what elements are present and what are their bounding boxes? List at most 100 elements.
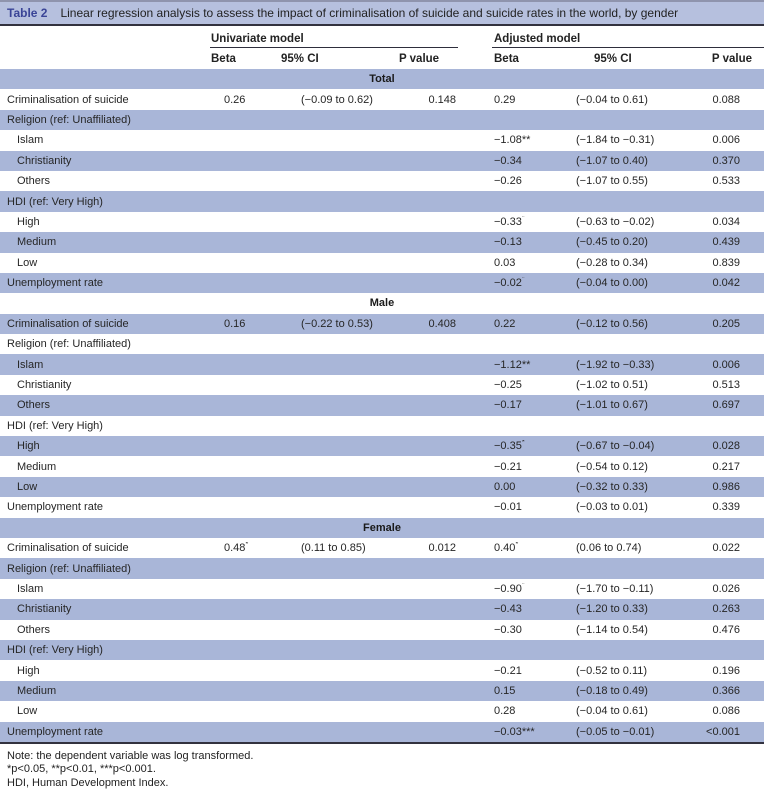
section-header-row: Female	[0, 517, 764, 538]
footnote-hdi-abbrev: HDI, Human Development Index.	[7, 776, 169, 789]
cell-adjusted-pvalue: 0.006	[712, 358, 740, 371]
header-adjusted-beta: Beta	[494, 52, 519, 65]
table-row: Medium −0.13 (−0.45 to 0.20) 0.439	[0, 232, 764, 253]
cell-adjusted-beta: −1.08**	[494, 134, 531, 147]
table-caption: Linear regression analysis to assess the…	[60, 6, 679, 20]
cell-adjusted-ci: (−0.04 to 0.61)	[576, 705, 648, 718]
significance-marker: *	[245, 542, 249, 548]
table-row: Low 0.03 (−0.28 to 0.34) 0.839	[0, 252, 764, 273]
table-row: Others −0.17 (−1.01 to 0.67) 0.697	[0, 395, 764, 416]
row-label: Medium	[17, 684, 57, 697]
table-row: Medium −0.21 (−0.54 to 0.12) 0.217	[0, 456, 764, 477]
cell-adjusted-pvalue: 0.217	[712, 460, 740, 473]
row-label: High	[17, 440, 40, 453]
group-header-univariate: Univariate model	[210, 33, 458, 48]
title-divider	[0, 24, 764, 26]
table-row: Others −0.30 (−1.14 to 0.54) 0.476	[0, 619, 764, 640]
row-label: Low	[17, 705, 38, 718]
row-label: Religion (ref: Unaffiliated)	[7, 338, 131, 351]
cell-adjusted-ci: (−1.07 to 0.55)	[576, 175, 648, 188]
cell-adjusted-beta: −0.17	[494, 399, 522, 412]
table-row: HDI (ref: Very High)	[0, 639, 764, 661]
row-label: Low	[17, 481, 38, 493]
group-header-adjusted: Adjusted model	[492, 33, 764, 48]
row-label: Others	[17, 623, 51, 636]
row-label: Unemployment rate	[7, 501, 103, 514]
cell-univariate-pvalue: 0.012	[428, 542, 456, 555]
table-row: Criminalisation of suicide 0.48* (0.11 to …	[0, 537, 764, 559]
cell-adjusted-ci: (−0.18 to 0.49)	[576, 684, 648, 697]
row-label: HDI (ref: Very High)	[7, 195, 103, 208]
cell-adjusted-pvalue: 0.028	[712, 440, 740, 453]
table-body: Total Criminalisation of suicide 0.26 (−0.0…	[0, 69, 764, 742]
significance-marker: *	[521, 277, 525, 283]
cell-adjusted-beta: −1.12**	[494, 358, 531, 371]
table-row: Christianity −0.34 (−1.07 to 0.40) 0.370	[0, 150, 764, 171]
row-label: Unemployment rate	[7, 725, 103, 738]
cell-adjusted-beta: −0.02*	[492, 277, 574, 289]
cell-adjusted-beta: 0.40*	[492, 542, 574, 554]
cell-adjusted-pvalue: 0.513	[712, 379, 740, 392]
header-adjusted-ci: 95% CI	[594, 52, 632, 65]
row-label: Islam	[17, 134, 44, 147]
table-row: HDI (ref: Very High)	[0, 191, 764, 212]
cell-adjusted-beta: −0.03***	[494, 725, 535, 738]
cell-adjusted-beta: −0.90*	[492, 583, 574, 595]
cell-adjusted-ci: (−0.54 to 0.12)	[576, 460, 648, 473]
cell-adjusted-pvalue: 0.263	[712, 603, 740, 616]
cell-adjusted-beta: −0.25	[494, 379, 522, 392]
table-row: Medium 0.15 (−0.18 to 0.49) 0.366	[0, 680, 764, 702]
significance-marker: *	[521, 215, 525, 222]
table-row: Low 0.28 (−0.04 to 0.61) 0.086	[0, 701, 764, 722]
cell-adjusted-beta: −0.33*	[492, 216, 574, 228]
cell-adjusted-beta: −0.21	[494, 664, 522, 677]
header-adjusted-pvalue: P value	[711, 52, 752, 65]
cell-adjusted-pvalue: 0.088	[712, 93, 740, 106]
row-label: HDI (ref: Very High)	[7, 419, 103, 432]
cell-univariate-ci: (−0.09 to 0.62)	[301, 93, 373, 106]
cell-adjusted-beta: −0.01	[494, 501, 522, 514]
cell-univariate-beta: 0.26	[224, 93, 246, 106]
section-header-row: Total	[0, 69, 764, 90]
cell-adjusted-ci: (−1.84 to −0.31)	[576, 134, 655, 147]
cell-adjusted-pvalue: 0.839	[712, 256, 740, 269]
footnote-log-transform: Note: the dependent variable was log tra…	[7, 749, 254, 762]
row-label: Low	[17, 256, 38, 269]
cell-adjusted-pvalue: 0.339	[712, 501, 740, 514]
cell-adjusted-pvalue: 0.439	[712, 236, 740, 249]
row-label: Religion (ref: Unaffiliated)	[7, 562, 131, 575]
table-row: Christianity −0.43 (−1.20 to 0.33) 0.263	[0, 599, 764, 620]
table-row: Religion (ref: Unaffiliated)	[0, 334, 764, 355]
significance-marker: *	[521, 440, 525, 446]
table-title-bar: Table 2 Linear regression analysis to as…	[0, 2, 764, 24]
table-footnotes: Note: the dependent variable was log tra…	[0, 744, 764, 791]
row-label: Others	[17, 399, 51, 412]
cell-adjusted-pvalue: 0.476	[712, 623, 740, 636]
cell-adjusted-ci: (−0.05 to −0.01)	[576, 725, 655, 738]
row-label: Islam	[17, 582, 44, 595]
cell-adjusted-ci: (−1.70 to −0.11)	[576, 582, 654, 595]
cell-adjusted-beta: −0.13	[494, 236, 522, 249]
row-label: HDI (ref: Very High)	[7, 644, 103, 657]
cell-adjusted-pvalue: 0.034	[712, 215, 740, 228]
cell-adjusted-pvalue: 0.086	[712, 705, 740, 718]
header-univariate-pvalue: P value	[399, 52, 440, 65]
table-row: Unemployment rate −0.01 (−0.03 to 0.01) 0.3…	[0, 497, 764, 518]
cell-adjusted-ci: (−0.63 to −0.02)	[576, 215, 655, 228]
row-label: Islam	[17, 358, 44, 371]
cell-univariate-pvalue: 0.148	[428, 93, 456, 106]
cell-adjusted-ci: (−1.20 to 0.33)	[576, 603, 648, 616]
table-row: High −0.35* (−0.67 to −0.04) 0.028	[0, 436, 764, 457]
top-divider	[0, 0, 764, 2]
cell-adjusted-ci: (−1.07 to 0.40)	[576, 154, 648, 167]
cell-adjusted-ci: (−0.28 to 0.34)	[576, 256, 648, 269]
table-row: High −0.33* (−0.63 to −0.02) 0.034	[0, 211, 764, 233]
cell-adjusted-ci: (−1.92 to −0.33)	[576, 358, 655, 371]
section-label: Total	[369, 73, 395, 86]
cell-univariate-beta: 0.48*	[210, 542, 280, 554]
bottom-divider	[0, 741, 764, 744]
cell-adjusted-ci: (−1.01 to 0.67)	[576, 399, 648, 412]
cell-adjusted-ci: (−0.67 to −0.04)	[576, 440, 655, 453]
row-label: Criminalisation of suicide	[7, 317, 129, 330]
table-row: Islam −1.08** (−1.84 to −0.31) 0.006	[0, 130, 764, 151]
